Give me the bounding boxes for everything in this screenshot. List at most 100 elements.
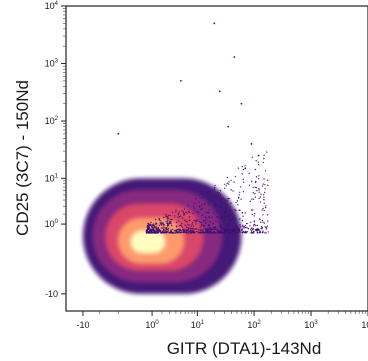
event-point [237,197,240,199]
event-point [219,190,222,192]
event-point [220,224,223,226]
event-point [187,211,190,213]
event-point [208,230,210,232]
event-point [263,157,265,160]
event-point [183,214,185,216]
event-point [253,223,255,226]
event-point [201,207,203,209]
event-point [220,216,223,218]
event-point [220,229,222,232]
event-point [242,191,245,193]
event-point [264,191,266,194]
event-point [209,227,212,229]
event-point [228,181,230,183]
event-point [256,190,258,192]
event-point [148,232,151,234]
event-point [188,224,191,226]
y-axis-ticks: -10 100 101 102 103 104 [45,1,66,299]
event-point [212,222,214,225]
event-point [224,212,226,214]
event-point [223,232,225,234]
event-point [206,232,209,234]
event-point [224,216,226,218]
event-point [198,221,201,223]
event-point [177,213,179,215]
event-point [223,187,226,189]
event-point [195,223,197,225]
event-point [193,231,195,234]
event-point [177,228,179,231]
event-point [220,217,222,220]
event-point [151,229,153,231]
event-point [177,230,179,233]
event-point [219,193,222,196]
event-point [200,229,202,231]
event-point [189,211,191,214]
event-point [172,232,175,234]
event-point [226,176,228,179]
event-point [241,231,244,234]
x-axis-label: GITR (DTA1)-143Nd [167,339,322,358]
event-point [223,214,225,217]
event-point [158,228,160,230]
event-point [260,221,262,223]
event-point [223,228,225,231]
event-point [255,159,257,162]
event-point [244,224,246,227]
event-point [169,219,171,221]
event-point [183,208,186,210]
event-point [213,230,215,233]
event-point [225,230,227,232]
event-point [218,90,221,93]
event-point [251,198,253,200]
event-point [238,209,240,211]
event-point [187,204,189,207]
event-point [171,219,173,221]
plot-frame [65,5,368,312]
event-point [178,214,180,216]
event-point [193,206,195,208]
event-point [147,232,149,234]
event-point [146,229,148,232]
event-point [219,230,222,233]
event-point [251,156,254,158]
event-point [256,224,259,227]
event-point [117,132,120,135]
event-point [252,228,254,231]
event-point [220,227,222,229]
event-point [255,186,257,189]
event-point [217,232,219,234]
event-point [227,232,229,234]
event-point [163,232,166,234]
event-point [210,229,212,231]
event-point [200,223,203,226]
event-point [213,189,215,192]
x-tick-label: 102 [247,320,261,330]
event-point [262,183,264,185]
event-point [216,211,218,213]
event-point [217,230,219,233]
event-point [160,220,162,222]
event-point [217,217,219,219]
event-point [198,229,200,231]
event-point [233,181,235,183]
event-point [244,167,247,170]
event-point [200,225,202,227]
event-point [239,191,241,193]
event-point [258,187,260,190]
event-point [232,190,234,192]
event-point [209,231,212,233]
event-point [187,227,189,229]
y-tick-label: 102 [45,116,59,126]
event-point [155,222,157,224]
event-point [243,181,245,183]
event-point [237,204,239,206]
event-point [239,231,241,233]
event-point [169,231,171,234]
event-point [242,215,244,217]
event-point [227,226,229,228]
event-point [157,227,159,229]
event-point [147,225,149,228]
event-point [241,229,243,231]
